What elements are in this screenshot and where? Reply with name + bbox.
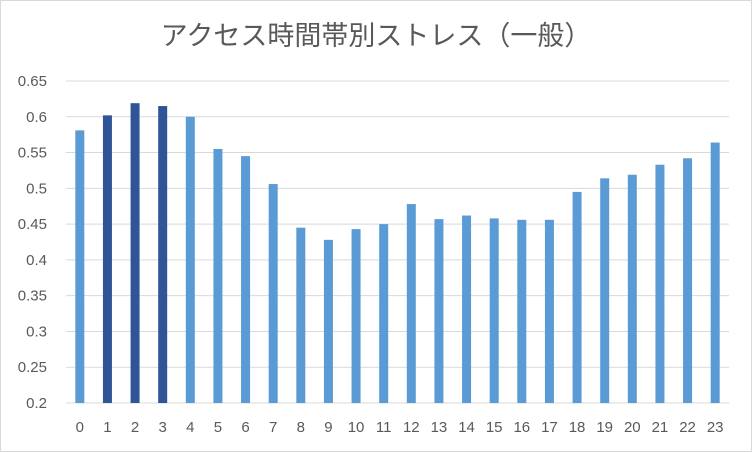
bar-hour-21	[655, 164, 665, 403]
bar-hour-6	[241, 156, 251, 403]
bar-hour-10	[351, 229, 361, 403]
bar-hour-16	[517, 219, 527, 403]
bar-hour-18	[572, 191, 582, 403]
x-tick-label: 20	[624, 419, 641, 436]
bar-hour-13	[434, 219, 444, 403]
x-tick-label: 1	[103, 419, 111, 436]
x-tick-label: 23	[707, 419, 724, 436]
y-tick-label: 0.2	[26, 395, 47, 412]
x-tick-label: 22	[679, 419, 696, 436]
bar-hour-11	[379, 224, 389, 403]
bar-hour-17	[544, 219, 554, 403]
bar-hour-22	[683, 158, 693, 403]
gridlines	[66, 80, 729, 404]
x-tick-label: 17	[541, 419, 558, 436]
bar-hour-2	[130, 103, 140, 403]
x-tick-label: 4	[186, 419, 194, 436]
y-tick-label: 0.25	[18, 359, 47, 376]
bar-hour-4	[185, 116, 195, 404]
bar-hour-3	[158, 106, 168, 404]
bar-hour-20	[627, 174, 637, 403]
y-tick-label: 0.6	[26, 109, 47, 126]
x-tick-label: 21	[652, 419, 669, 436]
y-axis-ticks: 0.2 0.25 0.3 0.35 0.4 0.45 0.5 0.55 0.6 0.65	[18, 73, 47, 412]
x-tick-label: 3	[159, 419, 167, 436]
y-tick-label: 0.65	[18, 73, 47, 90]
x-tick-label: 12	[403, 419, 420, 436]
x-tick-label: 7	[269, 419, 277, 436]
bars	[75, 103, 720, 404]
x-tick-label: 19	[596, 419, 613, 436]
bar-hour-7	[268, 184, 278, 403]
bar-hour-9	[323, 239, 333, 403]
x-tick-label: 13	[431, 419, 448, 436]
bar-hour-12	[406, 204, 416, 403]
x-tick-label: 0	[76, 419, 84, 436]
x-tick-label: 6	[241, 419, 249, 436]
y-tick-label: 0.3	[26, 323, 47, 340]
y-tick-label: 0.35	[18, 288, 47, 305]
x-tick-label: 14	[458, 419, 475, 436]
x-tick-label: 18	[569, 419, 586, 436]
y-tick-label: 0.4	[26, 252, 47, 269]
y-tick-label: 0.55	[18, 145, 47, 162]
bar-hour-5	[213, 148, 223, 403]
bar-hour-15	[489, 218, 499, 403]
chart-title: アクセス時間帯別ストレス（一般）	[161, 21, 592, 52]
x-tick-label: 10	[348, 419, 365, 436]
bar-hour-1	[102, 115, 112, 403]
bar-hour-14	[462, 215, 472, 403]
x-tick-label: 2	[131, 419, 139, 436]
x-axis-ticks: 0 1 2 3 4 5 6 7 8 9 10 11 12 13 14 15 16 17 18 19 20 21 22 23	[76, 419, 724, 436]
bar-hour-0	[75, 130, 85, 403]
y-tick-label: 0.45	[18, 216, 47, 233]
bar-hour-19	[600, 178, 610, 403]
x-tick-label: 9	[324, 419, 332, 436]
x-tick-label: 11	[376, 419, 392, 436]
x-tick-label: 5	[214, 419, 222, 436]
x-tick-label: 16	[513, 419, 530, 436]
bar-hour-8	[296, 227, 306, 403]
y-tick-label: 0.5	[26, 180, 47, 197]
x-tick-label: 15	[486, 419, 503, 436]
x-tick-label: 8	[297, 419, 305, 436]
bar-hour-23	[710, 142, 720, 403]
